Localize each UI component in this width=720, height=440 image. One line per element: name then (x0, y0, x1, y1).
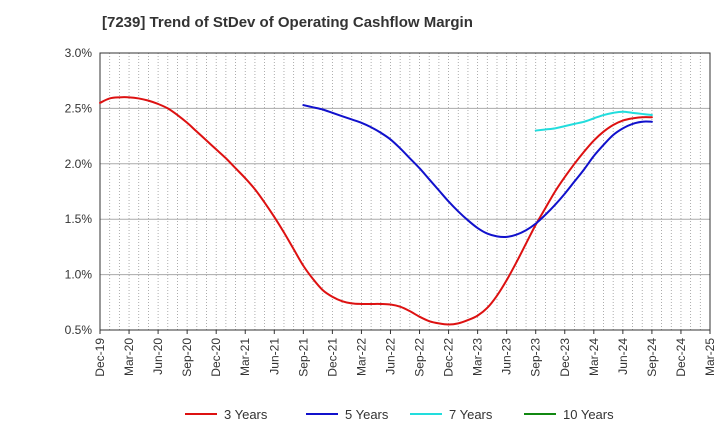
x-tick-label: Dec-21 (325, 338, 339, 377)
x-tick-label: Mar-21 (238, 338, 252, 376)
y-tick-label: 2.0% (65, 157, 93, 171)
series-line-3-years (99, 96, 653, 326)
series-line-5-years (302, 104, 653, 239)
y-tick-label: 1.5% (65, 212, 93, 226)
y-tick-label: 3.0% (65, 46, 93, 60)
x-tick-label: Dec-20 (209, 338, 223, 377)
x-axis: Dec-19 Mar-20 Jun-20 Sep-20 Dec-20 Mar-21 Jun-… (93, 330, 717, 377)
x-tick-label: Mar-23 (471, 338, 485, 376)
x-tick-label: Jun-21 (267, 338, 281, 375)
x-tick-label: Jun-20 (151, 338, 165, 375)
x-tick-label: Mar-20 (122, 338, 136, 376)
x-tick-label: Dec-24 (674, 338, 688, 377)
x-tick-label: Sep-21 (296, 338, 310, 377)
legend-label: 10 Years (563, 407, 614, 422)
x-tick-label: Jun-23 (500, 338, 514, 375)
x-tick-label: Mar-24 (587, 338, 601, 376)
x-tick-label: Dec-19 (93, 338, 107, 377)
x-tick-label: Dec-23 (558, 338, 572, 377)
y-axis: 3.0% 2.5% 2.0% 1.5% 1.0% 0.5% (65, 46, 93, 337)
legend-label: 5 Years (345, 407, 389, 422)
x-tick-label: Sep-24 (645, 338, 659, 377)
x-tick-label: Mar-25 (703, 338, 717, 376)
legend-label: 3 Years (224, 407, 268, 422)
x-tick-label: Sep-20 (180, 338, 194, 377)
legend-label: 7 Years (449, 407, 493, 422)
plot-area (99, 52, 711, 331)
y-tick-label: 0.5% (65, 323, 93, 337)
chart-title: [7239] Trend of StDev of Operating Cashf… (102, 14, 473, 31)
x-tick-label: Mar-22 (354, 338, 368, 376)
grid (100, 52, 710, 331)
x-tick-label: Sep-22 (413, 338, 427, 377)
x-tick-label: Dec-22 (442, 338, 456, 377)
y-tick-label: 1.0% (65, 268, 93, 282)
y-tick-label: 2.5% (65, 101, 93, 115)
x-tick-label: Jun-24 (616, 338, 630, 375)
series-line-7-years (534, 110, 653, 132)
legend: 3 Years 5 Years 7 Years 10 Years (185, 407, 614, 422)
x-tick-label: Sep-23 (529, 338, 543, 377)
x-tick-label: Jun-22 (383, 338, 397, 375)
series-lines (99, 96, 653, 326)
